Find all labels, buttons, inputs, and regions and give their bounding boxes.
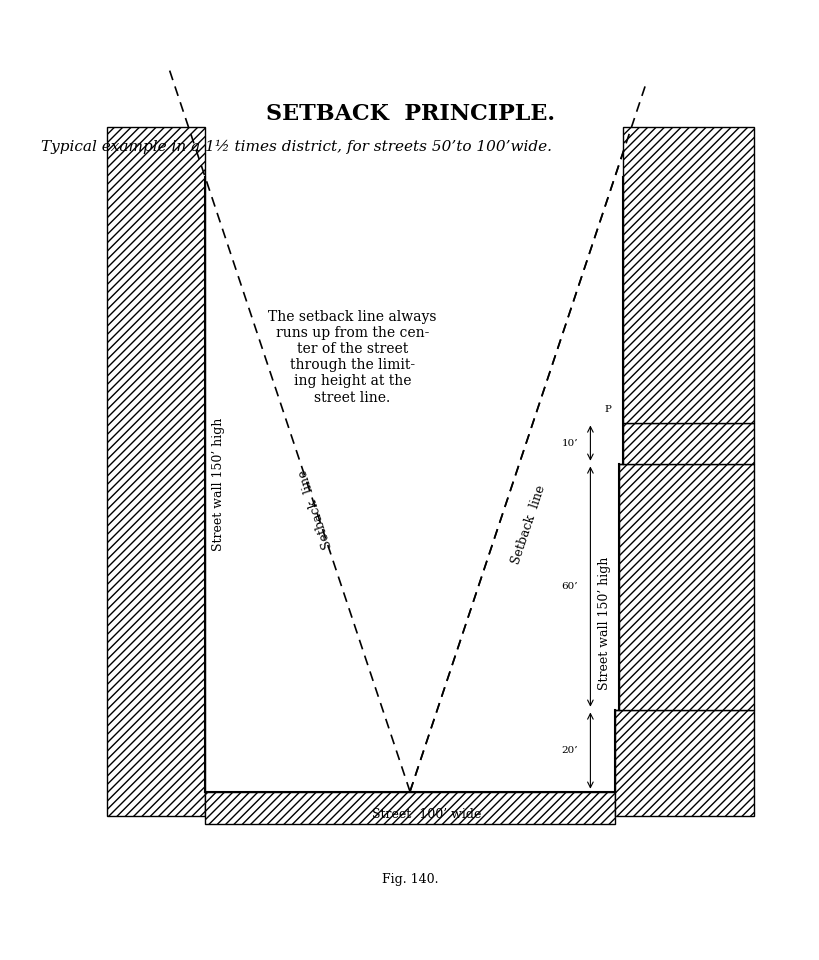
Bar [614,709,753,816]
Text: Street  100’ wide: Street 100’ wide [371,808,481,821]
Text: 20’: 20’ [561,746,577,756]
Bar [622,422,753,464]
Text: SETBACK  PRINCIPLE.: SETBACK PRINCIPLE. [265,103,554,125]
Text: Setback  line: Setback line [509,484,547,566]
Text: Fig. 140.: Fig. 140. [382,873,437,886]
Text: Setback  line: Setback line [296,468,334,550]
Text: 10’: 10’ [561,439,577,447]
Text: 60’: 60’ [561,582,577,591]
Bar [205,792,614,825]
Text: The setback line always
runs up from the cen-
ter of the street
through the limi: The setback line always runs up from the… [268,309,437,404]
Bar [106,128,205,816]
Text: P: P [604,405,610,415]
Bar [618,464,753,709]
Text: Street wall 150’ high: Street wall 150’ high [211,418,224,551]
Text: Street wall 150’ high: Street wall 150’ high [597,557,610,690]
Bar [622,128,753,422]
Text: Typical example in a 1½ times district, for streets 50’to 100’wide.: Typical example in a 1½ times district, … [41,140,551,154]
